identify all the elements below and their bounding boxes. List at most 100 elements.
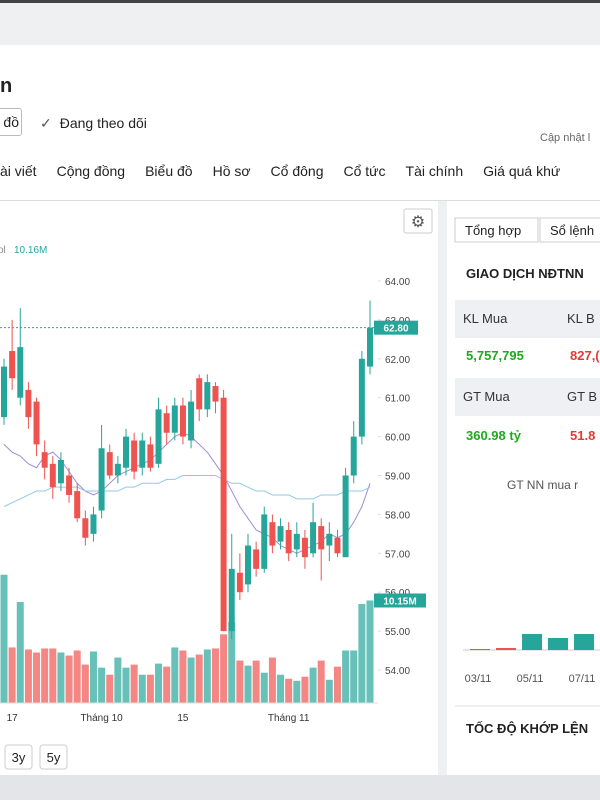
candle-body bbox=[123, 436, 129, 468]
volume-bar bbox=[203, 649, 211, 703]
candle-body bbox=[114, 463, 121, 476]
volume-bar bbox=[244, 665, 252, 703]
volume-bar bbox=[268, 657, 276, 703]
candle-body bbox=[57, 459, 64, 484]
table-value: 51.8 bbox=[570, 428, 595, 443]
volume-bar bbox=[73, 650, 81, 703]
volume-bar bbox=[342, 650, 350, 703]
side-panel: Tổng hợp Sổ lệnh GIAO DỊCH NĐTNN KL Mua KL B… bbox=[447, 201, 600, 775]
chart-button[interactable]: đồ bbox=[0, 108, 22, 136]
table-header: KL B bbox=[567, 311, 595, 326]
y-tick-label: 62.00 bbox=[385, 355, 410, 366]
y-tick-label: 61.00 bbox=[385, 394, 410, 405]
nav-tab[interactable]: Tài chính bbox=[405, 163, 464, 179]
nav-tab[interactable]: Cổ tức bbox=[343, 163, 386, 179]
volume-bar bbox=[285, 678, 293, 703]
volume-bar bbox=[114, 657, 122, 703]
check-icon: ✓ bbox=[40, 115, 52, 131]
volume-bar bbox=[49, 648, 57, 703]
nav-tab[interactable]: Giá quá khứ bbox=[483, 163, 561, 179]
candle-body bbox=[74, 491, 81, 519]
candle-body bbox=[212, 386, 219, 402]
price-chart: ⚙ol10.16M54.0055.0056.0057.0058.0059.006… bbox=[0, 208, 433, 770]
table-header: KL Mua bbox=[463, 311, 508, 326]
candle-body bbox=[155, 409, 162, 464]
volume-bar bbox=[358, 604, 366, 703]
panel-tab[interactable] bbox=[539, 217, 600, 243]
volume-header: 10.16M bbox=[14, 245, 47, 256]
table-value: 827,( bbox=[570, 348, 600, 363]
nav-tab[interactable]: Cổ đông bbox=[270, 163, 324, 179]
y-tick-label: 55.00 bbox=[385, 627, 410, 638]
nav-tab[interactable]: Biểu đồ bbox=[145, 163, 193, 179]
table-value: 360.98 tỷ bbox=[466, 428, 522, 443]
candle-body bbox=[1, 366, 7, 418]
volume-bar bbox=[106, 674, 114, 703]
range-button[interactable] bbox=[4, 744, 33, 770]
follow-button[interactable]: ✓ Đang theo dõi bbox=[40, 115, 147, 132]
candle-body bbox=[293, 533, 300, 550]
table-header-row bbox=[455, 300, 600, 338]
panel-tab[interactable] bbox=[454, 217, 539, 243]
volume-bar bbox=[155, 663, 163, 703]
stock-title: n bbox=[0, 75, 13, 97]
panel-tab-label: Sổ lệnh bbox=[550, 223, 594, 238]
mini-bar bbox=[548, 638, 568, 650]
nav-tab[interactable]: ài viết bbox=[0, 163, 37, 179]
candle-body bbox=[131, 440, 138, 472]
header: n đồ ✓ Đang theo dõi Cập nhật l ài viết Cộ… bbox=[0, 45, 600, 201]
nav-tabs: ài viết Cộng đồng Biểu đồ Hồ sơ Cổ đông Cổ tứ… bbox=[0, 163, 580, 185]
candle-body bbox=[204, 382, 211, 410]
y-tick-label: 59.00 bbox=[385, 472, 410, 483]
top-bar bbox=[0, 0, 600, 3]
volume-bar bbox=[179, 650, 187, 703]
candle-body bbox=[25, 389, 32, 418]
nav-tab[interactable]: Cộng đồng bbox=[56, 163, 126, 179]
y-tick-label: 54.00 bbox=[385, 666, 410, 677]
candle-body bbox=[163, 413, 170, 433]
y-tick-label: 64.00 bbox=[385, 277, 410, 288]
candle-body bbox=[261, 514, 268, 569]
volume-bar bbox=[366, 600, 374, 703]
mini-bar bbox=[496, 648, 516, 650]
settings-button[interactable] bbox=[403, 208, 433, 234]
range-button[interactable] bbox=[39, 744, 68, 770]
x-tick-label: Tháng 10 bbox=[80, 713, 123, 724]
settings-icon: ⚙ bbox=[411, 214, 425, 231]
volume-bar bbox=[211, 648, 219, 703]
nav-tab[interactable]: Hồ sơ bbox=[212, 163, 251, 179]
candle-body bbox=[33, 401, 40, 445]
last-volume-box bbox=[374, 593, 426, 608]
candle-body bbox=[82, 518, 89, 538]
last-volume-label: 10.15M bbox=[383, 596, 416, 607]
candle-body bbox=[334, 537, 341, 554]
x-tick-label: 15 bbox=[177, 713, 189, 724]
update-note: Cập nhật l bbox=[540, 132, 591, 144]
mini-bar bbox=[470, 649, 490, 650]
mini-x-label: 05/11 bbox=[517, 673, 544, 685]
candle-body bbox=[9, 351, 16, 379]
volume-bar bbox=[33, 652, 41, 703]
candle-body bbox=[245, 545, 251, 585]
volume-bar bbox=[236, 660, 244, 703]
candle-body bbox=[106, 452, 113, 476]
volume-bar bbox=[81, 664, 89, 703]
x-tick-label: Tháng 11 bbox=[268, 713, 310, 724]
candle-body bbox=[236, 572, 243, 593]
volume-bar bbox=[171, 647, 179, 703]
candle-body bbox=[98, 448, 105, 511]
volume-bar bbox=[0, 574, 8, 703]
candle-body bbox=[171, 405, 178, 433]
candle-body bbox=[41, 452, 48, 468]
candle-body bbox=[301, 537, 308, 558]
panel-note: GT NN mua r bbox=[507, 478, 578, 492]
chart-panel: ⚙ol10.16M54.0055.0056.0057.0058.0059.006… bbox=[0, 201, 438, 775]
candle-body bbox=[139, 440, 146, 468]
candle-body bbox=[49, 463, 56, 488]
volume-bar bbox=[301, 676, 309, 703]
y-tick-label: 60.00 bbox=[385, 433, 410, 444]
candle-body bbox=[310, 522, 317, 554]
volume-bar bbox=[8, 647, 16, 703]
candle-body bbox=[90, 514, 97, 534]
